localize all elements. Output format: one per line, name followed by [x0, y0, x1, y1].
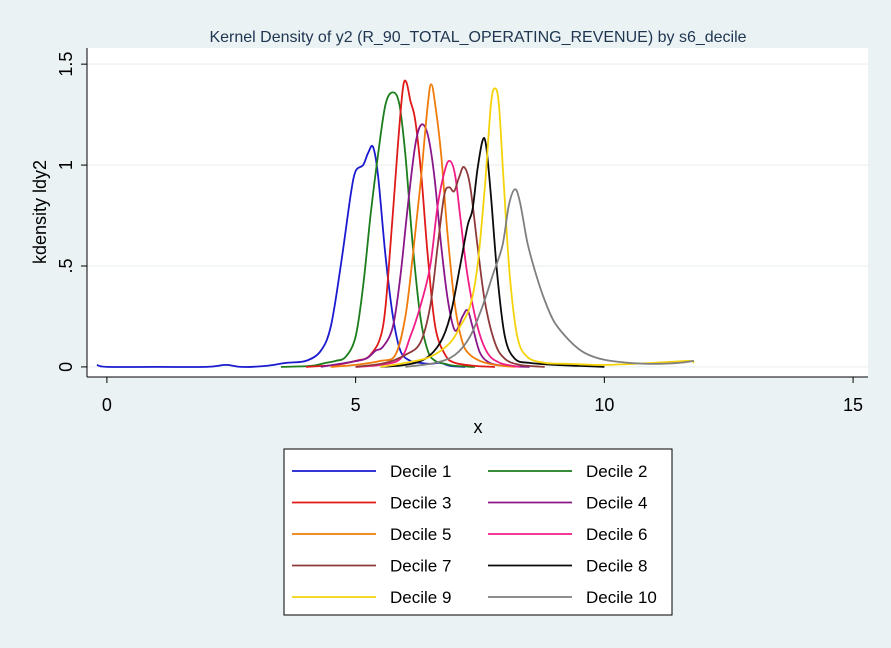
chart-title: Kernel Density of y2 (R_90_TOTAL_OPERATI… — [209, 29, 746, 46]
series-line-decile-6 — [355, 159, 520, 368]
legend-label: Decile 8 — [586, 557, 647, 576]
legend-label: Decile 2 — [586, 462, 647, 481]
legend-label: Decile 4 — [586, 494, 647, 513]
legend-box — [283, 448, 673, 616]
x-axis-label: x — [474, 417, 483, 437]
series-lines — [96, 79, 695, 368]
x-tick-label: 5 — [351, 395, 361, 415]
legend-label: Decile 3 — [390, 494, 451, 513]
x-tick-label: 0 — [102, 395, 112, 415]
y-tick-label: 1.5 — [56, 52, 76, 77]
axes: 0 .5 1 1.5 0 5 10 15 — [56, 48, 868, 415]
x-tick-label: 10 — [594, 395, 614, 415]
series-line-decile-10 — [405, 188, 695, 368]
x-tick-label: 15 — [843, 395, 863, 415]
legend-label: Decile 9 — [390, 588, 451, 607]
y-tick-label: 0 — [56, 362, 76, 372]
legend-label: Decile 7 — [390, 557, 451, 576]
series-line-decile-7 — [355, 166, 545, 368]
series-line-decile-9 — [380, 87, 695, 368]
y-tick-label: 1 — [56, 160, 76, 170]
legend-label: Decile 5 — [390, 525, 451, 544]
series-line-decile-2 — [280, 91, 476, 368]
legend: Decile 1 Decile 2 Decile 3 Decile 4 Decile 5… — [283, 448, 673, 616]
series-line-decile-5 — [330, 83, 515, 368]
y-axis-label: kdensity ldy2 — [30, 160, 50, 264]
y-tick-label: .5 — [56, 258, 76, 273]
series-line-decile-8 — [380, 137, 605, 368]
legend-label: Decile 1 — [390, 462, 451, 481]
legend-label: Decile 10 — [586, 588, 657, 607]
legend-label: Decile 6 — [586, 525, 647, 544]
series-line-decile-4 — [320, 123, 530, 368]
